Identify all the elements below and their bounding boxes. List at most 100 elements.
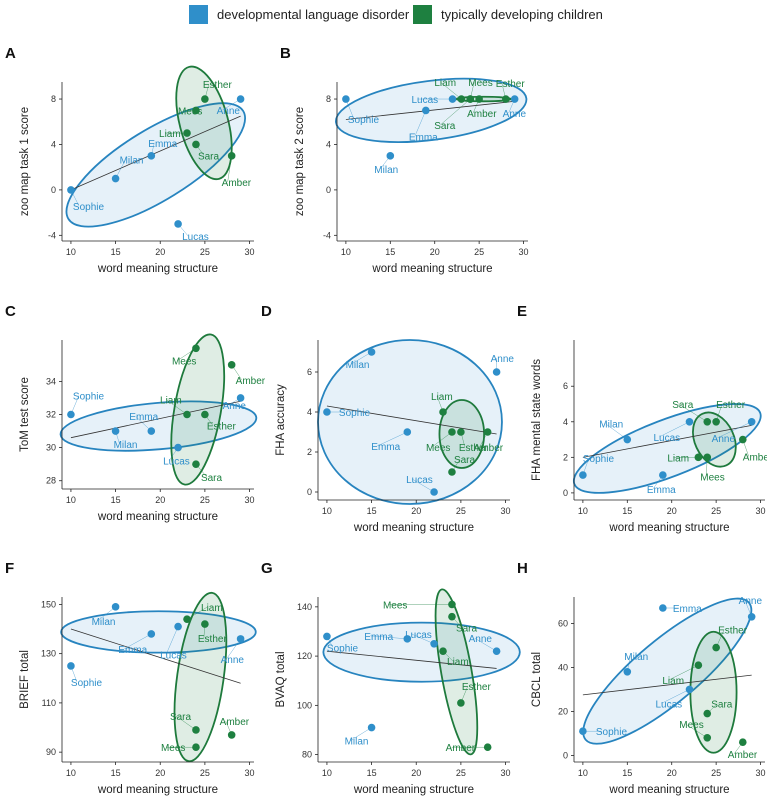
point-label-amber: Amber (467, 109, 497, 120)
point-label-emma: Emma (129, 412, 158, 423)
label-leader (414, 110, 427, 137)
data-point-emma (659, 604, 667, 612)
y-tick-label: -4 (48, 230, 56, 240)
point-label-liam: Liam (431, 392, 453, 403)
panel-letter: C (5, 303, 16, 320)
point-label-sara: Sara (434, 121, 456, 132)
point-label-sara: Sara (454, 455, 476, 466)
x-axis-label: word meaning structure (97, 784, 218, 796)
data-point-milan (111, 603, 120, 611)
label-leader (175, 715, 197, 731)
label-leader (668, 664, 699, 681)
label-leader (226, 638, 241, 660)
x-tick-label: 10 (322, 506, 332, 516)
data-point-sophie (67, 186, 75, 194)
point-label-emma: Emma (148, 139, 177, 150)
x-axis-label: word meaning structure (371, 263, 492, 275)
x-tick-label: 20 (155, 768, 165, 778)
panel-letter: E (517, 303, 527, 320)
data-point-anne (236, 95, 245, 103)
x-tick-label: 25 (711, 506, 721, 516)
data-point-mees (192, 743, 200, 752)
data-point-esther (712, 643, 720, 652)
point-label-mees: Mees (700, 472, 724, 483)
point-label-anne: Anne (217, 106, 241, 117)
y-axis-label: zoo map task 2 score (294, 107, 306, 216)
legend-label-dld: developmental language disorder (217, 7, 410, 22)
data-point-esther (712, 417, 720, 426)
y-axis-label: zoo map task 1 score (19, 107, 31, 216)
y-tick-label: 4 (307, 407, 312, 417)
y-tick-label: 2 (563, 452, 568, 462)
data-point-sara (192, 726, 200, 734)
data-point-esther (201, 410, 209, 419)
ellipse-td (434, 588, 479, 756)
data-point-amber (475, 95, 483, 103)
data-point-liam (183, 615, 191, 623)
y-tick-label: 150 (41, 599, 56, 609)
data-point-emma (403, 428, 412, 436)
point-label-sara: Sara (672, 400, 694, 411)
point-label-mees: Mees (679, 720, 703, 731)
y-tick-label: 140 (297, 602, 312, 612)
point-label-milan: Milan (345, 737, 369, 748)
point-label-liam: Liam (447, 657, 469, 668)
point-label-sara: Sara (201, 473, 223, 484)
x-tick-label: 15 (622, 768, 632, 778)
x-tick-label: 10 (578, 768, 588, 778)
legend-swatch-td (413, 5, 432, 24)
y-axis-label: FHA mental state words (531, 359, 543, 481)
regression-line (326, 405, 497, 435)
point-label-liam: Liam (667, 453, 689, 464)
ellipse-dld (65, 102, 246, 228)
point-label-sophie: Sophie (583, 454, 615, 465)
point-label-mees: Mees (178, 106, 202, 117)
data-point-sara (192, 140, 200, 149)
data-point-lucas (174, 443, 182, 452)
label-leader (431, 431, 453, 448)
ellipse-td (692, 411, 737, 468)
label-leader (186, 606, 208, 620)
data-point-sophie (579, 727, 587, 735)
data-point-sophie (67, 662, 75, 670)
y-tick-label: 28 (46, 476, 56, 486)
data-point-milan (623, 435, 632, 444)
y-tick-label: 60 (558, 618, 568, 628)
x-tick-label: 10 (66, 768, 76, 778)
regression-line (326, 650, 497, 669)
y-tick-label: 4 (326, 139, 331, 149)
data-point-milan (623, 668, 632, 676)
y-axis-label: ToM test score (19, 377, 31, 452)
data-point-sophie (323, 408, 331, 416)
x-tick-label: 10 (322, 768, 332, 778)
data-point-milan (386, 152, 395, 160)
data-point-liam (457, 95, 466, 103)
point-label-amber: Amber (474, 443, 504, 454)
ellipse-td (170, 333, 226, 486)
data-point-mees (448, 600, 456, 609)
panel-C: C 10 15 20 25 30 28 30 32 34 word meaning structur… (5, 303, 266, 523)
label-leader (605, 423, 628, 440)
point-label-lucas: Lucas (160, 651, 187, 662)
x-tick-label: 30 (756, 768, 766, 778)
data-point-anne (492, 647, 501, 655)
point-label-sophie: Sophie (339, 408, 371, 419)
point-label-amber: Amber (222, 178, 252, 189)
point-label-mees: Mees (172, 356, 196, 367)
y-tick-label: 32 (46, 410, 56, 420)
data-point-emma (422, 106, 430, 115)
data-point-anne (236, 394, 245, 402)
legend: developmental language disorder typicall… (189, 5, 603, 24)
point-label-lucas: Lucas (653, 433, 680, 444)
data-point-lucas (174, 622, 182, 631)
data-point-esther (501, 95, 510, 103)
point-label-anne: Anne (491, 354, 515, 365)
panel-letter: G (261, 560, 273, 577)
label-leader (165, 626, 179, 655)
x-tick-label: 25 (200, 247, 210, 257)
point-label-milan: Milan (120, 156, 144, 167)
point-label-emma: Emma (118, 645, 147, 656)
data-point-liam (694, 661, 703, 669)
data-point-esther (201, 620, 209, 628)
regression-line (70, 628, 241, 684)
